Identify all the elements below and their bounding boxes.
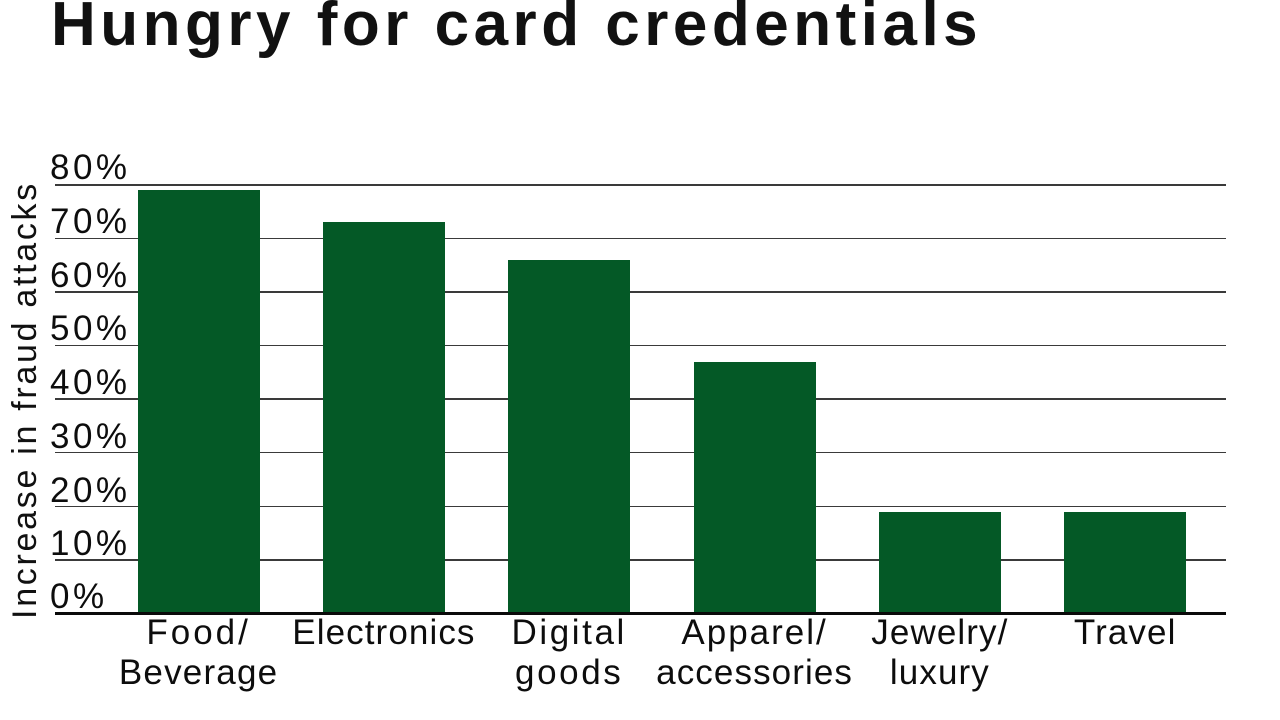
svg-text:Increase in fraud attacks: Increase in fraud attacks xyxy=(6,181,44,619)
